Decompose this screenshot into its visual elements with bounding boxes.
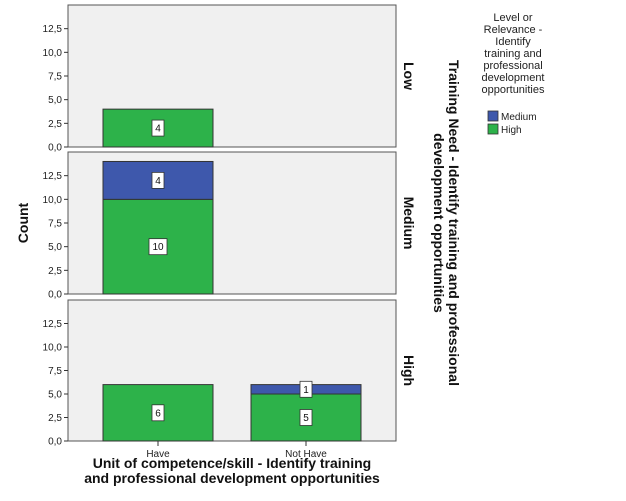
legend-swatch-medium bbox=[487, 110, 499, 122]
facet-label: Medium bbox=[401, 197, 417, 250]
y-tick-label: 12,5 bbox=[43, 24, 63, 35]
legend-title-line: opportunities bbox=[482, 84, 545, 96]
legend-label-medium: Medium bbox=[501, 112, 537, 123]
facet-label: Low bbox=[401, 62, 417, 90]
y-tick-label: 12,5 bbox=[43, 319, 63, 330]
legend-title-line: development bbox=[482, 72, 545, 84]
y-tick-label: 2,5 bbox=[48, 119, 62, 130]
y-tick-label: 7,5 bbox=[48, 219, 62, 230]
data-label: 6 bbox=[155, 408, 161, 419]
legend-title-line: Relevance - bbox=[484, 24, 543, 36]
y-axis-title: Count bbox=[15, 202, 31, 243]
y-tick-label: 10,0 bbox=[43, 195, 63, 206]
y-tick-label: 2,5 bbox=[48, 266, 62, 277]
y-tick-label: 7,5 bbox=[48, 72, 62, 83]
x-axis-title-line-2: and professional development opportuniti… bbox=[84, 470, 380, 486]
facet-label: High bbox=[401, 355, 417, 386]
y-tick-label: 0,0 bbox=[48, 437, 62, 448]
data-label-box bbox=[151, 171, 165, 189]
data-label: 4 bbox=[155, 124, 161, 135]
facet-panels: 0,02,55,07,510,012,54Low0,02,55,07,510,0… bbox=[43, 4, 417, 448]
legend-title-line: professional bbox=[483, 60, 542, 72]
facet-panel-low: 0,0 2,5 5,0 7,5 10,0 12,5 4 Low bbox=[43, 4, 417, 154]
x-tick-label: Have bbox=[146, 449, 170, 460]
legend-label-high: High bbox=[501, 125, 522, 136]
x-tick-label: Not Have bbox=[285, 449, 327, 460]
x-axis-title-line-1: Unit of competence/skill - Identify trai… bbox=[93, 455, 371, 471]
data-label: 4 bbox=[155, 176, 161, 187]
facet-axis-title-line-2: development opportunities bbox=[431, 133, 447, 313]
y-tick-label: 5,0 bbox=[48, 390, 62, 401]
legend-title-line: Level or bbox=[493, 12, 532, 24]
data-label-box bbox=[151, 404, 165, 422]
y-tick-label: 5,0 bbox=[48, 242, 62, 253]
y-tick-label: 10,0 bbox=[43, 343, 63, 354]
legend-swatch-high bbox=[487, 123, 499, 135]
y-tick-label: 5,0 bbox=[48, 95, 62, 106]
data-label: 1 bbox=[303, 385, 309, 396]
data-label-box bbox=[148, 238, 168, 256]
y-tick-label: 10,0 bbox=[43, 48, 63, 59]
data-label-box bbox=[299, 409, 313, 426]
y-tick-label: 0,0 bbox=[48, 290, 62, 301]
y-tick-label: 12,5 bbox=[43, 171, 63, 182]
x-axis-title: Unit of competence/skill - Identify trai… bbox=[84, 455, 380, 486]
facet-panel-high: 0,0 2,5 5,0 7,5 10,0 12,5 6 5 1 High bbox=[43, 299, 417, 448]
y-tick-label: 0,0 bbox=[48, 143, 62, 154]
data-label-box bbox=[299, 380, 313, 398]
data-label: 5 bbox=[303, 413, 309, 424]
facet-axis-title-line-1: Training Need - Identify training and pr… bbox=[446, 60, 462, 386]
legend-title-line: Identify bbox=[495, 36, 531, 48]
facet-panel-medium: 0,0 2,5 5,0 7,5 10,0 12,5 10 4 Medium bbox=[43, 151, 417, 301]
legend-title-line: training and bbox=[484, 48, 542, 60]
data-label-box bbox=[151, 119, 165, 137]
facet-axis-title: Training Need - Identify training and pr… bbox=[431, 60, 462, 386]
data-label: 10 bbox=[152, 242, 164, 253]
y-tick-label: 2,5 bbox=[48, 413, 62, 424]
y-tick-label: 7,5 bbox=[48, 366, 62, 377]
x-axis: Have Not Have bbox=[146, 441, 327, 460]
